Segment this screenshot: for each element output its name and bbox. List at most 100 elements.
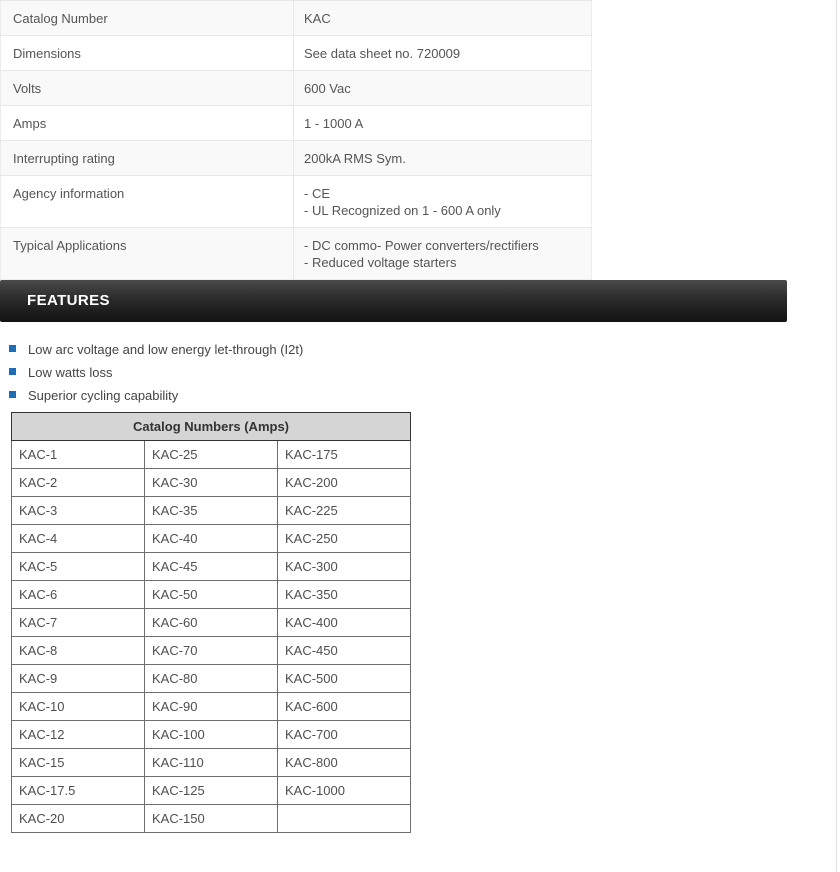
feature-text: Superior cycling capability <box>28 388 179 403</box>
bullet-square-icon <box>9 391 16 398</box>
specs-table: Catalog Number KAC Dimensions See data shee… <box>0 0 592 280</box>
catalog-cell: KAC-800 <box>277 748 411 777</box>
catalog-cell: KAC-40 <box>144 524 278 553</box>
feature-text: Low watts loss <box>28 365 113 380</box>
catalog-cell: KAC-7 <box>11 608 145 637</box>
spec-value-line: - CE <box>304 186 330 201</box>
spec-value-line: 600 Vac <box>304 81 351 96</box>
catalog-cell: KAC-70 <box>144 636 278 665</box>
catalog-row: KAC-15 KAC-110 KAC-800 <box>11 748 411 777</box>
catalog-cell: KAC-300 <box>277 552 411 581</box>
spec-value: KAC <box>293 0 592 36</box>
catalog-cell: KAC-25 <box>144 440 278 469</box>
spec-value-line: - DC commo- Power converters/rectifiers <box>304 238 539 253</box>
catalog-table-title: Catalog Numbers (Amps) <box>11 412 411 441</box>
feature-item: Low watts loss <box>0 365 700 380</box>
spec-value: 1 - 1000 A <box>293 105 592 141</box>
catalog-cell: KAC-20 <box>11 804 145 833</box>
catalog-row: KAC-3 KAC-35 KAC-225 <box>11 496 411 525</box>
spec-value-line: KAC <box>304 11 331 26</box>
spec-label: Typical Applications <box>0 227 294 280</box>
catalog-cell: KAC-15 <box>11 748 145 777</box>
spec-row: Volts 600 Vac <box>0 70 592 106</box>
spec-value: - CE - UL Recognized on 1 - 600 A only <box>293 175 592 228</box>
catalog-cell: KAC-12 <box>11 720 145 749</box>
features-list: Low arc voltage and low energy let-throu… <box>0 342 700 411</box>
spec-label: Catalog Number <box>0 0 294 36</box>
catalog-cell: KAC-50 <box>144 580 278 609</box>
spec-label: Amps <box>0 105 294 141</box>
page-right-border <box>836 0 837 872</box>
bullet-square-icon <box>9 368 16 375</box>
spec-label: Dimensions <box>0 35 294 71</box>
catalog-cell: KAC-2 <box>11 468 145 497</box>
catalog-cell: KAC-150 <box>144 804 278 833</box>
spec-value: 200kA RMS Sym. <box>293 140 592 176</box>
catalog-cell: KAC-400 <box>277 608 411 637</box>
catalog-body: KAC-1 KAC-25 KAC-175 KAC-2 KAC-30 KAC-200 KAC-… <box>11 440 411 833</box>
catalog-cell: KAC-8 <box>11 636 145 665</box>
catalog-cell: KAC-125 <box>144 776 278 805</box>
catalog-cell: KAC-80 <box>144 664 278 693</box>
catalog-cell: KAC-500 <box>277 664 411 693</box>
catalog-row: KAC-7 KAC-60 KAC-400 <box>11 608 411 637</box>
features-heading: FEATURES <box>27 292 110 309</box>
catalog-cell: KAC-90 <box>144 692 278 721</box>
catalog-cell: KAC-600 <box>277 692 411 721</box>
catalog-row: KAC-10 KAC-90 KAC-600 <box>11 692 411 721</box>
catalog-row: KAC-12 KAC-100 KAC-700 <box>11 720 411 749</box>
feature-item: Superior cycling capability <box>0 388 700 403</box>
catalog-cell: KAC-225 <box>277 496 411 525</box>
catalog-cell: KAC-450 <box>277 636 411 665</box>
catalog-cell: KAC-6 <box>11 580 145 609</box>
bullet-square-icon <box>9 345 16 352</box>
catalog-cell: KAC-350 <box>277 580 411 609</box>
catalog-table-header-row: Catalog Numbers (Amps) <box>11 412 411 441</box>
catalog-row: KAC-17.5 KAC-125 KAC-1000 <box>11 776 411 805</box>
catalog-cell: KAC-250 <box>277 524 411 553</box>
catalog-cell: KAC-1000 <box>277 776 411 805</box>
catalog-cell: KAC-9 <box>11 664 145 693</box>
spec-row: Agency information - CE - UL Recognized on… <box>0 175 592 228</box>
spec-value-line: - Reduced voltage starters <box>304 255 457 270</box>
catalog-cell: KAC-175 <box>277 440 411 469</box>
catalog-cell: KAC-10 <box>11 692 145 721</box>
spec-label: Agency information <box>0 175 294 228</box>
catalog-cell: KAC-60 <box>144 608 278 637</box>
features-header-banner: FEATURES <box>0 280 787 322</box>
catalog-row: KAC-4 KAC-40 KAC-250 <box>11 524 411 553</box>
catalog-row: KAC-2 KAC-30 KAC-200 <box>11 468 411 497</box>
catalog-cell: KAC-700 <box>277 720 411 749</box>
catalog-cell <box>277 804 411 833</box>
catalog-row: KAC-6 KAC-50 KAC-350 <box>11 580 411 609</box>
catalog-cell: KAC-30 <box>144 468 278 497</box>
catalog-row: KAC-20 KAC-150 <box>11 804 411 833</box>
catalog-numbers-table: Catalog Numbers (Amps) KAC-1 KAC-25 KAC-17… <box>11 412 411 833</box>
catalog-cell: KAC-4 <box>11 524 145 553</box>
catalog-cell: KAC-100 <box>144 720 278 749</box>
feature-text: Low arc voltage and low energy let-throu… <box>28 342 304 357</box>
spec-value-line: 200kA RMS Sym. <box>304 151 406 166</box>
spec-value: - DC commo- Power converters/rectifiers -… <box>293 227 592 280</box>
catalog-cell: KAC-17.5 <box>11 776 145 805</box>
spec-row: Catalog Number KAC <box>0 0 592 36</box>
spec-row: Dimensions See data sheet no. 720009 <box>0 35 592 71</box>
spec-value-line: See data sheet no. 720009 <box>304 46 461 61</box>
spec-value: See data sheet no. 720009 <box>293 35 592 71</box>
spec-row: Interrupting rating 200kA RMS Sym. <box>0 140 592 176</box>
specs-body: Catalog Number KAC Dimensions See data shee… <box>0 0 592 280</box>
catalog-cell: KAC-3 <box>11 496 145 525</box>
catalog-row: KAC-9 KAC-80 KAC-500 <box>11 664 411 693</box>
catalog-row: KAC-1 KAC-25 KAC-175 <box>11 440 411 469</box>
feature-item: Low arc voltage and low energy let-throu… <box>0 342 700 357</box>
spec-value: 600 Vac <box>293 70 592 106</box>
spec-row: Typical Applications - DC commo- Power co… <box>0 227 592 280</box>
catalog-row: KAC-8 KAC-70 KAC-450 <box>11 636 411 665</box>
catalog-cell: KAC-200 <box>277 468 411 497</box>
spec-value-line: 1 - 1000 A <box>304 116 364 131</box>
spec-label: Interrupting rating <box>0 140 294 176</box>
catalog-row: KAC-5 KAC-45 KAC-300 <box>11 552 411 581</box>
spec-row: Amps 1 - 1000 A <box>0 105 592 141</box>
catalog-cell: KAC-45 <box>144 552 278 581</box>
